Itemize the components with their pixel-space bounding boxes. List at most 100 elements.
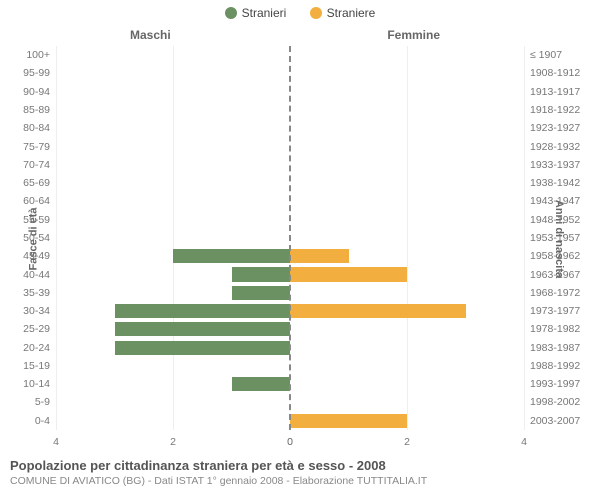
age-label: 80-84 <box>0 119 54 137</box>
x-axis: 0 2 4 0 2 4 <box>56 434 524 450</box>
bar-cell-male <box>56 339 290 357</box>
birth-year-label: 1983-1987 <box>526 339 600 357</box>
plot-area <box>56 46 524 430</box>
age-label: 85-89 <box>0 101 54 119</box>
legend: Stranieri Straniere <box>0 0 600 24</box>
legend-item-male: Stranieri <box>225 6 287 20</box>
bar-cell-male <box>56 247 290 265</box>
birth-year-label: ≤ 1907 <box>526 46 600 64</box>
birth-year-label: 1923-1927 <box>526 119 600 137</box>
bar-female <box>290 249 349 263</box>
legend-label-female: Straniere <box>327 6 376 20</box>
bar-cell-female <box>290 320 524 338</box>
chart-footer: Popolazione per cittadinanza straniera p… <box>0 454 600 487</box>
bar-cell-female <box>290 156 524 174</box>
x-tick: 4 <box>53 436 59 448</box>
age-label: 40-44 <box>0 265 54 283</box>
birth-year-label: 1998-2002 <box>526 393 600 411</box>
bar-cell-male <box>56 192 290 210</box>
birth-year-label: 1958-1962 <box>526 247 600 265</box>
bar-cell-female <box>290 412 524 430</box>
bar-cell-female <box>290 375 524 393</box>
age-label: 95-99 <box>0 64 54 82</box>
birth-year-label: 1933-1937 <box>526 156 600 174</box>
birth-year-label: 1943-1947 <box>526 192 600 210</box>
x-tick: 2 <box>170 436 176 448</box>
bar-cell-male <box>56 156 290 174</box>
bar-cell-male <box>56 265 290 283</box>
y-axis-left-labels: 100+95-9990-9485-8980-8475-7970-7465-696… <box>0 46 54 430</box>
birth-year-label: 1948-1952 <box>526 211 600 229</box>
age-label: 20-24 <box>0 339 54 357</box>
birth-year-label: 1963-1967 <box>526 265 600 283</box>
bar-cell-female <box>290 229 524 247</box>
birth-year-label: 1938-1942 <box>526 174 600 192</box>
bar-cell-male <box>56 412 290 430</box>
bar-cell-male <box>56 320 290 338</box>
chart-subtitle: COMUNE DI AVIATICO (BG) - Dati ISTAT 1° … <box>10 475 590 487</box>
column-heading-female: Femmine <box>387 28 440 42</box>
bar-male <box>173 249 290 263</box>
x-tick: 0 <box>287 436 293 448</box>
bar-cell-male <box>56 357 290 375</box>
age-label: 75-79 <box>0 137 54 155</box>
bar-cell-female <box>290 64 524 82</box>
birth-year-label: 1928-1932 <box>526 137 600 155</box>
age-label: 65-69 <box>0 174 54 192</box>
bar-cell-female <box>290 174 524 192</box>
bar-cell-female <box>290 284 524 302</box>
age-label: 90-94 <box>0 83 54 101</box>
bar-cell-female <box>290 137 524 155</box>
legend-item-female: Straniere <box>310 6 376 20</box>
age-label: 50-54 <box>0 229 54 247</box>
age-label: 5-9 <box>0 393 54 411</box>
bar-cell-female <box>290 192 524 210</box>
bar-cell-female <box>290 83 524 101</box>
bar-cell-female <box>290 357 524 375</box>
bar-cell-male <box>56 174 290 192</box>
birth-year-label: 1993-1997 <box>526 375 600 393</box>
bar-cell-female <box>290 339 524 357</box>
age-label: 30-34 <box>0 302 54 320</box>
age-label: 35-39 <box>0 284 54 302</box>
age-label: 10-14 <box>0 375 54 393</box>
bar-cell-female <box>290 101 524 119</box>
chart-area: Maschi Femmine Fasce di età Anni di nasc… <box>0 24 600 454</box>
age-label: 60-64 <box>0 192 54 210</box>
bar-male <box>232 267 291 281</box>
legend-label-male: Stranieri <box>242 6 287 20</box>
age-label: 0-4 <box>0 412 54 430</box>
birth-year-label: 1973-1977 <box>526 302 600 320</box>
legend-swatch-female <box>310 7 322 19</box>
age-label: 70-74 <box>0 156 54 174</box>
bar-male <box>115 341 291 355</box>
bar-cell-female <box>290 393 524 411</box>
bar-cell-male <box>56 302 290 320</box>
bar-male <box>232 377 291 391</box>
bar-cell-female <box>290 211 524 229</box>
column-heading-male: Maschi <box>130 28 171 42</box>
age-label: 55-59 <box>0 211 54 229</box>
age-label: 100+ <box>0 46 54 64</box>
x-axis-left: 0 2 4 <box>56 434 290 450</box>
bar-female <box>290 267 407 281</box>
birth-year-label: 2003-2007 <box>526 412 600 430</box>
birth-year-label: 1968-1972 <box>526 284 600 302</box>
x-tick: 2 <box>404 436 410 448</box>
legend-swatch-male <box>225 7 237 19</box>
bar-male <box>232 286 291 300</box>
bar-cell-male <box>56 64 290 82</box>
chart-title: Popolazione per cittadinanza straniera p… <box>10 458 590 473</box>
bar-cell-male <box>56 137 290 155</box>
bar-cell-male <box>56 375 290 393</box>
center-axis-line <box>289 46 291 430</box>
birth-year-label: 1913-1917 <box>526 83 600 101</box>
birth-year-label: 1953-1957 <box>526 229 600 247</box>
birth-year-label: 1918-1922 <box>526 101 600 119</box>
bar-cell-male <box>56 211 290 229</box>
age-label: 25-29 <box>0 320 54 338</box>
x-axis-right: 024 <box>290 434 524 450</box>
age-label: 45-49 <box>0 247 54 265</box>
bar-cell-male <box>56 83 290 101</box>
bar-cell-female <box>290 46 524 64</box>
